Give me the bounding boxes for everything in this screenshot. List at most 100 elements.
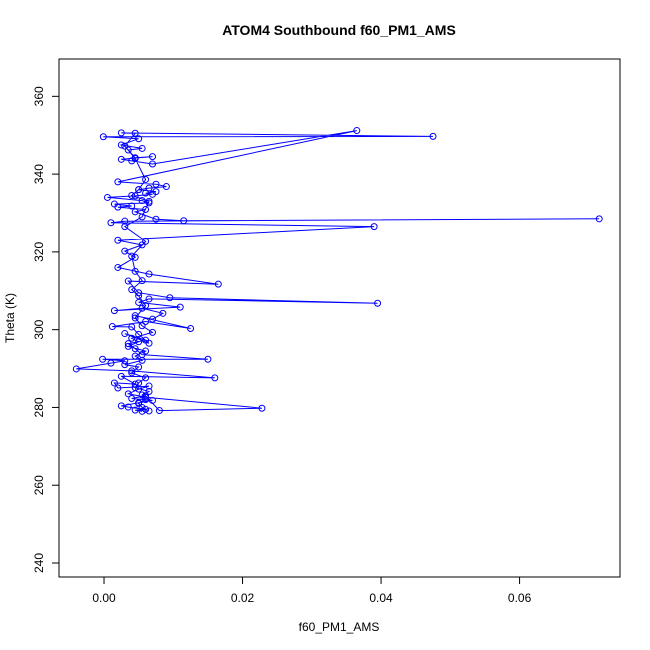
data-point <box>145 270 153 278</box>
data-point <box>370 223 378 231</box>
y-tick-label: 360 <box>32 86 46 106</box>
data-point <box>117 129 125 137</box>
y-axis: 240 260 280 300 320 340 360 <box>32 86 60 573</box>
y-tick-label: 320 <box>32 242 46 262</box>
data-point <box>258 404 266 412</box>
x-axis-label: f60_PM1_AMS <box>299 620 380 634</box>
data-point <box>131 253 139 261</box>
data-point <box>142 347 150 355</box>
data-point <box>128 286 136 294</box>
data-point <box>110 200 118 208</box>
data-point <box>145 388 153 395</box>
data-point <box>114 178 122 186</box>
data-point <box>131 312 139 320</box>
data-point <box>159 309 167 317</box>
data-point <box>374 299 382 307</box>
data-point <box>128 252 136 260</box>
data-point <box>117 155 125 163</box>
data-point <box>124 146 132 154</box>
data-point <box>131 314 139 322</box>
data-point <box>149 160 156 168</box>
data-point <box>135 292 143 300</box>
data-point <box>135 135 143 143</box>
data-point <box>117 402 125 410</box>
data-point <box>135 400 143 408</box>
data-point <box>145 382 153 390</box>
data-point <box>128 367 136 375</box>
data-point <box>121 361 129 369</box>
data-point <box>128 369 136 377</box>
data-point <box>142 374 150 382</box>
data-point <box>180 217 188 225</box>
data-point <box>142 396 150 404</box>
data-point <box>114 263 122 271</box>
data-point <box>142 302 150 310</box>
x-tick-label: 0.04 <box>369 591 393 605</box>
data-point <box>145 184 153 192</box>
series-line <box>76 130 600 412</box>
data-point <box>121 217 129 225</box>
x-tick-label: 0.02 <box>231 591 255 605</box>
data-point <box>214 280 222 288</box>
data-point <box>114 236 122 244</box>
data-point <box>138 277 146 285</box>
data-point <box>99 355 107 363</box>
data-point <box>142 393 150 401</box>
data-point <box>145 197 153 205</box>
data-point <box>135 330 143 338</box>
data-point <box>211 374 219 382</box>
data-point <box>138 322 146 330</box>
data-point <box>595 215 603 223</box>
data-point <box>138 213 146 221</box>
data-point <box>99 133 107 141</box>
chart-title: ATOM4 Southbound f60_PM1_AMS <box>222 22 456 38</box>
data-point <box>142 318 150 325</box>
data-point <box>162 183 170 191</box>
data-point <box>142 206 150 213</box>
y-tick-label: 260 <box>32 475 46 495</box>
data-point <box>121 330 129 338</box>
data-point <box>142 176 150 184</box>
data-point <box>135 298 143 306</box>
data-point <box>166 294 174 302</box>
data-point <box>145 407 153 415</box>
data-point <box>110 379 118 387</box>
data-point <box>121 223 129 231</box>
data-point <box>121 247 129 255</box>
data-point <box>138 403 146 411</box>
data-point <box>152 180 160 188</box>
data-point <box>135 186 143 194</box>
data-point <box>142 405 150 413</box>
data-point <box>124 340 132 348</box>
data-point <box>149 396 156 404</box>
data-point <box>149 153 156 161</box>
x-tick-label: 0.06 <box>508 591 532 605</box>
data-point <box>121 357 129 365</box>
data-point <box>187 325 195 332</box>
data-point <box>138 144 146 152</box>
data-point <box>142 189 150 197</box>
data-point <box>155 407 163 415</box>
data-point <box>152 188 160 196</box>
data-point <box>138 197 146 205</box>
data-point <box>128 395 136 402</box>
data-point <box>138 407 146 415</box>
y-tick-label: 300 <box>32 319 46 339</box>
data-point <box>135 363 143 371</box>
data-point <box>135 379 143 387</box>
data-point <box>128 202 136 210</box>
data-point <box>353 127 361 135</box>
data-point <box>107 359 115 367</box>
data-point <box>121 142 129 150</box>
data-point <box>128 323 136 331</box>
data-point <box>149 315 156 323</box>
data-point <box>131 267 139 275</box>
data-point <box>145 339 153 347</box>
data-point <box>138 391 146 399</box>
data-point <box>131 384 139 392</box>
data-point <box>145 295 153 303</box>
y-axis-label: Theta (K) <box>3 293 17 343</box>
data-point <box>142 237 150 245</box>
data-point <box>135 289 143 297</box>
